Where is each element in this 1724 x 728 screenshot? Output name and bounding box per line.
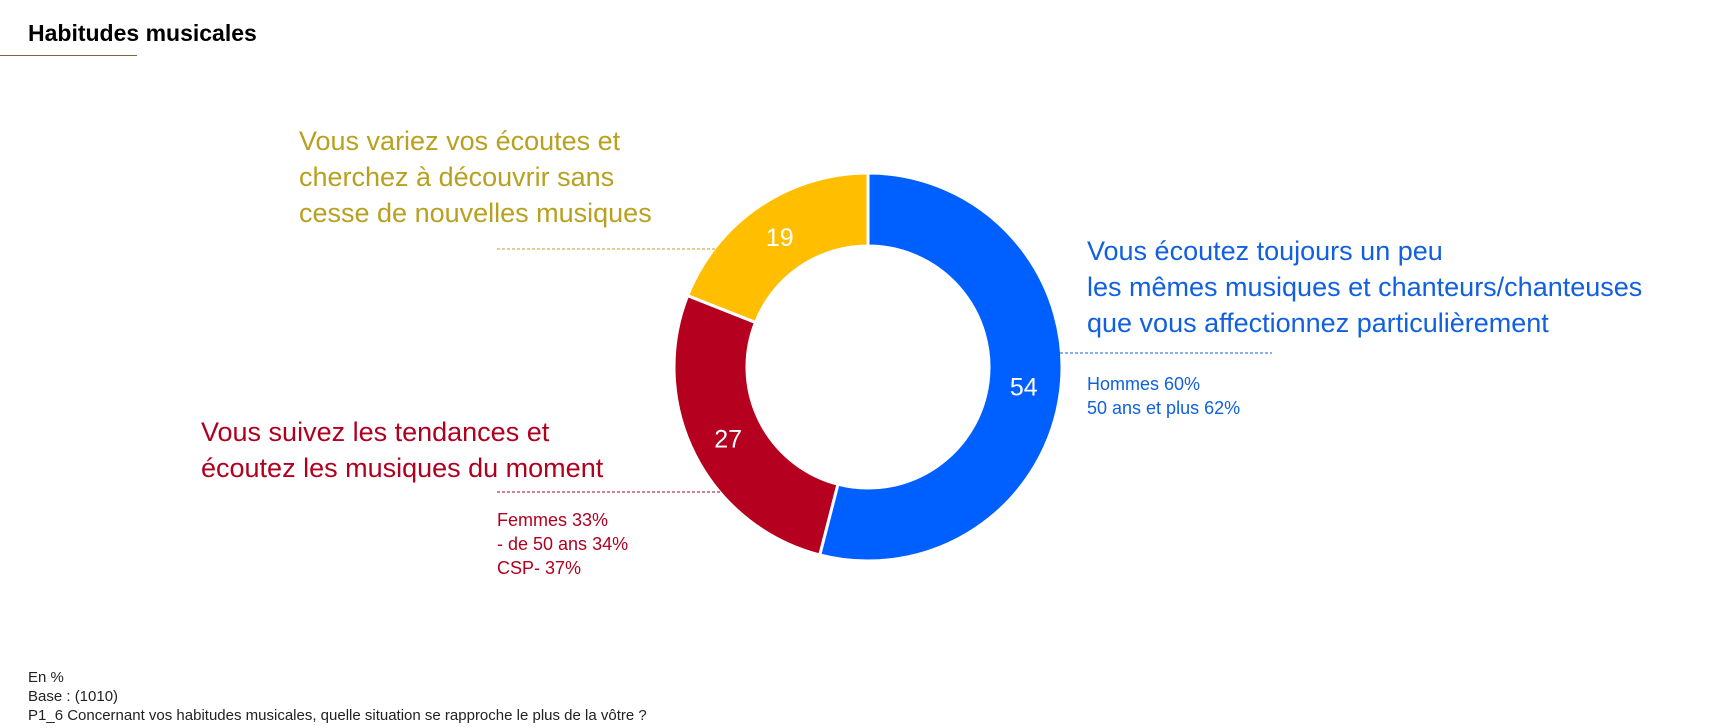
slice-label-red-line-2: écoutez les musiques du moment bbox=[201, 453, 604, 483]
slice-label-red: Vous suivez les tendances et écoutez les… bbox=[201, 414, 603, 486]
slice-detail-red-1: Femmes 33% bbox=[497, 510, 609, 530]
donut-slices bbox=[672, 171, 1064, 563]
donut-slice-yellow bbox=[685, 171, 870, 325]
slice-details-red: Femmes 33% - de 50 ans 34% CSP- 37% bbox=[497, 508, 628, 580]
slice-label-yellow-line-3: cesse de nouvelles musiques bbox=[299, 198, 652, 228]
slice-label-blue-line-2: les mêmes musiques et chanteurs/chanteus… bbox=[1087, 272, 1643, 302]
slice-label-blue: Vous écoutez toujours un peu les mêmes m… bbox=[1087, 233, 1642, 341]
footer-unit-note: En % bbox=[28, 669, 64, 686]
title-underline bbox=[0, 55, 137, 56]
slice-detail-blue-1: Hommes 60% bbox=[1087, 374, 1201, 394]
slice-label-red-line-1: Vous suivez les tendances et bbox=[201, 417, 550, 447]
slice-detail-blue-2: 50 ans et plus 62% bbox=[1087, 398, 1241, 418]
page-title: Habitudes musicales bbox=[28, 20, 257, 46]
slice-value-blue: 54 bbox=[1010, 374, 1038, 402]
slice-label-yellow-line-2: cherchez à découvrir sans bbox=[299, 162, 615, 192]
slice-details-blue: Hommes 60% 50 ans et plus 62% bbox=[1087, 372, 1240, 420]
slice-value-yellow: 19 bbox=[766, 224, 794, 252]
slice-label-yellow: Vous variez vos écoutes et cherchez à dé… bbox=[299, 123, 652, 231]
donut-slice-blue bbox=[817, 171, 1064, 563]
donut-slice-red bbox=[672, 293, 840, 557]
slice-value-red: 27 bbox=[714, 425, 742, 453]
slice-label-yellow-line-1: Vous variez vos écoutes et bbox=[299, 126, 621, 156]
donut-value-labels: 54 27 19 bbox=[714, 224, 1038, 453]
leader-lines bbox=[497, 248, 1272, 493]
footer-base: Base : (1010) bbox=[28, 688, 119, 705]
slice-label-blue-line-3: que vous affectionnez particulièrement bbox=[1087, 308, 1549, 338]
slice-detail-red-2: - de 50 ans 34% bbox=[497, 534, 629, 554]
slice-detail-red-3: CSP- 37% bbox=[497, 558, 582, 578]
footer-notes: En % Base : (1010) P1_6 Concernant vos h… bbox=[28, 668, 647, 725]
footer-question: P1_6 Concernant vos habitudes musicales,… bbox=[28, 707, 647, 724]
slice-label-blue-line-1: Vous écoutez toujours un peu bbox=[1087, 236, 1443, 266]
